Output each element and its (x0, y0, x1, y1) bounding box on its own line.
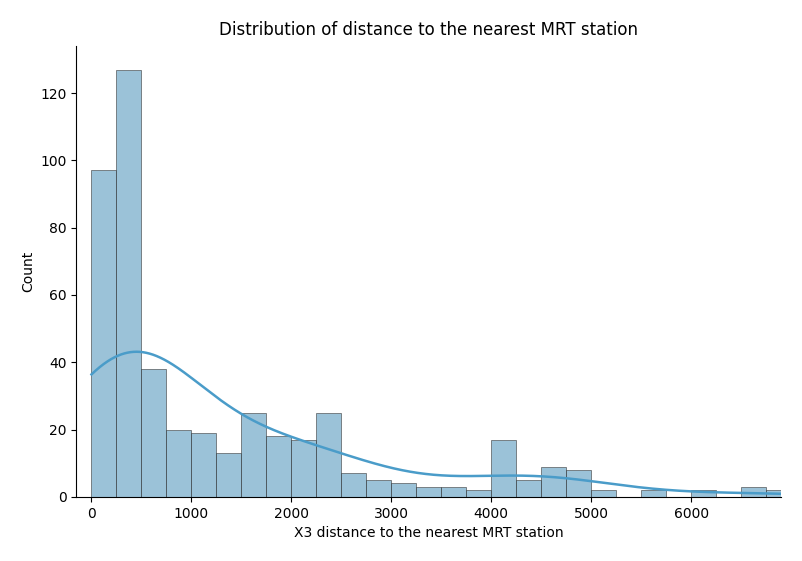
Bar (91, 171, 116, 497)
Bar (167, 430, 192, 497)
Bar (691, 490, 716, 497)
Bar (217, 453, 241, 497)
Bar (291, 440, 316, 497)
Bar (541, 467, 566, 497)
Bar (466, 490, 492, 497)
Bar (141, 369, 167, 497)
Bar (367, 480, 391, 497)
Bar (391, 484, 416, 497)
Bar (266, 436, 291, 497)
Y-axis label: Count: Count (21, 251, 34, 292)
Bar (192, 433, 217, 497)
X-axis label: X3 distance to the nearest MRT station: X3 distance to the nearest MRT station (294, 526, 564, 540)
Bar (741, 487, 766, 497)
Bar (316, 413, 342, 497)
Bar (642, 490, 666, 497)
Title: Distribution of distance to the nearest MRT station: Distribution of distance to the nearest … (219, 21, 638, 39)
Bar (516, 480, 541, 497)
Bar (766, 490, 791, 497)
Bar (342, 473, 367, 497)
Bar (241, 413, 266, 497)
Bar (441, 487, 466, 497)
Bar (416, 487, 441, 497)
Bar (566, 470, 591, 497)
Bar (492, 440, 516, 497)
Bar (116, 70, 141, 497)
Bar (591, 490, 616, 497)
